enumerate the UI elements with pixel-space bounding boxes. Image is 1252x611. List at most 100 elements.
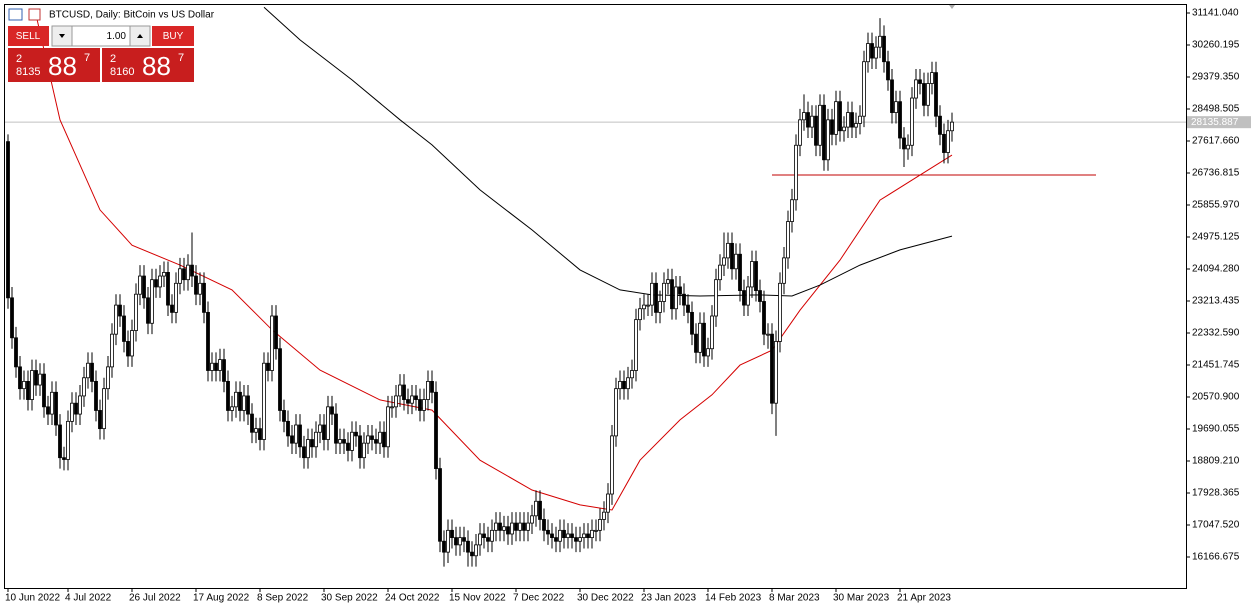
candle-body: [62, 457, 66, 460]
candle-body: [430, 380, 434, 393]
y-tick-label: 29379.350: [1192, 72, 1240, 83]
y-tick-label: 20570.900: [1192, 392, 1240, 403]
candle-body: [858, 115, 862, 124]
candle-body: [334, 413, 338, 444]
candle-body: [314, 431, 318, 448]
candle-body: [510, 522, 514, 535]
candle-body: [706, 348, 710, 357]
candle-body: [162, 272, 166, 277]
candle-body: [698, 322, 702, 353]
candle-body: [86, 362, 90, 379]
candle-body: [802, 112, 806, 121]
lot-value: 1.00: [107, 31, 127, 42]
candle-body: [910, 97, 914, 146]
candle-body: [750, 261, 754, 288]
candle-body: [170, 304, 174, 313]
candle-body: [526, 522, 530, 531]
candle-body: [182, 268, 186, 281]
ask-big: 88: [142, 51, 171, 81]
candle-body: [414, 395, 418, 400]
sell-label: SELL: [16, 31, 41, 42]
candle-body: [498, 522, 502, 531]
candle-body: [294, 424, 298, 444]
candle-body: [422, 399, 426, 411]
y-tick-label: 22332.590: [1192, 328, 1240, 339]
candle-body: [282, 410, 286, 422]
candle-body: [398, 384, 402, 397]
candle-body: [606, 493, 610, 513]
candle-body: [486, 537, 490, 542]
price-label-box: [1187, 116, 1251, 129]
candle-body: [342, 439, 346, 444]
candle-body: [538, 500, 542, 520]
candle-body: [926, 83, 930, 106]
candle-body: [502, 526, 506, 531]
ask-box[interactable]: [102, 48, 194, 82]
candle-body: [94, 380, 98, 411]
bid-box[interactable]: [8, 48, 100, 82]
candle-body: [814, 115, 818, 146]
y-tick-label: 16166.675: [1192, 552, 1240, 563]
candle-body: [10, 297, 14, 339]
y-tick-label: 28498.505: [1192, 104, 1240, 115]
candle-body: [534, 500, 538, 517]
candle-body: [274, 315, 278, 350]
candle-body: [382, 431, 386, 448]
candle-body: [738, 253, 742, 291]
candle-body: [246, 395, 250, 415]
candle-body: [582, 533, 586, 539]
plot: [5, 6, 1186, 567]
candle-body: [370, 435, 374, 440]
candle-body: [210, 362, 214, 371]
candle-body: [922, 83, 926, 106]
x-tick-label: 10 Jun 2022: [5, 593, 60, 604]
candle-body: [142, 275, 146, 299]
candle-body: [482, 533, 486, 539]
candle-body: [834, 101, 838, 135]
candle-body: [702, 322, 706, 357]
candle-body: [150, 279, 154, 324]
trade-panel: SELL 1.00 BUY 2 8135 88 7 2 8160 88 7: [8, 25, 194, 82]
icon-chart: [8, 8, 23, 21]
candle-body: [98, 410, 102, 430]
candle-body: [842, 126, 846, 132]
ask-prefix: 2: [110, 53, 116, 65]
x-tick-label: 7 Dec 2022: [513, 593, 565, 604]
candle-body: [390, 406, 394, 409]
candle-body: [106, 366, 110, 390]
candle-body: [614, 388, 618, 437]
icon-trade: [28, 8, 41, 21]
candle-body: [270, 315, 274, 371]
candle-body: [386, 406, 390, 448]
bid-prefix: 2: [16, 53, 22, 65]
candle-body: [618, 380, 622, 390]
x-tick-label: 8 Mar 2023: [769, 593, 820, 604]
candle-body: [26, 380, 30, 400]
candle-body: [186, 264, 190, 281]
candle-body: [450, 529, 454, 539]
candle-body: [490, 529, 494, 542]
up-arrow: [137, 34, 143, 38]
candle-body: [918, 79, 922, 84]
candle-body: [830, 119, 834, 135]
y-tick-label: 24975.125: [1192, 232, 1240, 243]
candle-body: [766, 333, 770, 336]
candle-body: [902, 137, 906, 150]
candle-body: [854, 123, 858, 128]
candle-body: [122, 315, 126, 342]
candle-body: [522, 522, 526, 531]
x-tick-label: 30 Mar 2023: [833, 593, 890, 604]
candle-body: [838, 101, 842, 132]
sell-button[interactable]: [8, 26, 49, 46]
candle-body: [678, 286, 682, 295]
candle-body: [14, 337, 18, 368]
candle-body: [406, 399, 410, 404]
candle-body: [234, 391, 238, 408]
y-tick-label: 25855.970: [1192, 200, 1240, 211]
buy-button[interactable]: [152, 26, 194, 46]
x-tick-label: 4 Jul 2022: [65, 593, 112, 604]
plot-frame: [4, 4, 1187, 589]
x-tick-label: 8 Sep 2022: [257, 593, 309, 604]
candle-body: [410, 395, 414, 404]
